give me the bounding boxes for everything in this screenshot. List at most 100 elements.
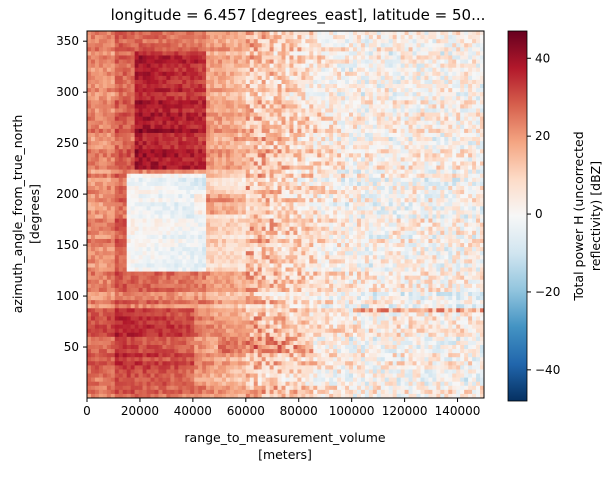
heatmap-cell (480, 206, 485, 211)
heatmap-cell (293, 51, 298, 56)
heatmap-cell (122, 230, 127, 236)
heatmap-cell (237, 230, 243, 236)
heatmap-cell (178, 39, 183, 44)
heatmap-cell (210, 124, 215, 130)
heatmap-cell (428, 39, 433, 44)
heatmap-cell (126, 132, 131, 138)
heatmap-cell (456, 112, 461, 117)
heatmap-cell (257, 63, 262, 68)
heatmap-cell (102, 149, 108, 154)
heatmap-cell (380, 226, 386, 232)
heatmap-cell (166, 43, 171, 48)
heatmap-cell (277, 145, 282, 150)
heatmap-cell (456, 173, 461, 179)
heatmap-cell (285, 104, 290, 109)
heatmap-cell (341, 51, 346, 56)
heatmap-cell (424, 210, 429, 215)
heatmap-cell (440, 35, 445, 40)
heatmap-cell (126, 149, 131, 154)
heatmap-cell (297, 181, 302, 187)
heatmap-cell (146, 55, 151, 60)
heatmap-cell (229, 84, 235, 89)
heatmap-cell (452, 169, 457, 175)
heatmap-cell (372, 35, 378, 40)
heatmap-cell (317, 112, 322, 117)
heatmap-cell (206, 55, 211, 60)
heatmap-cell (118, 124, 124, 130)
heatmap-cell (424, 79, 429, 85)
heatmap-cell (206, 153, 211, 158)
heatmap-cell (404, 96, 409, 101)
heatmap-cell (265, 132, 270, 138)
heatmap-cell (424, 116, 429, 122)
heatmap-cell (404, 39, 409, 44)
heatmap-cell (384, 218, 390, 223)
heatmap-cell (309, 116, 314, 122)
heatmap-cell (198, 169, 203, 175)
heatmap-cell (154, 153, 159, 158)
heatmap-cell (440, 210, 445, 215)
heatmap-cell (166, 112, 171, 117)
heatmap-cell (206, 165, 211, 170)
heatmap-cell (158, 84, 163, 89)
heatmap-cell (98, 47, 104, 52)
heatmap-cell (325, 185, 330, 191)
heatmap-cell (146, 128, 151, 134)
heatmap-cell (214, 169, 219, 175)
heatmap-cell (285, 67, 290, 73)
heatmap-cell (396, 190, 401, 195)
heatmap-cell (146, 177, 151, 183)
heatmap-cell (190, 120, 195, 126)
heatmap-cell (384, 79, 390, 85)
heatmap-cell (118, 202, 124, 207)
heatmap-cell (158, 222, 163, 228)
heatmap-cell (150, 35, 155, 40)
heatmap-cell (174, 35, 179, 40)
heatmap-cell (313, 177, 318, 183)
heatmap-cell (281, 194, 286, 199)
heatmap-cell (297, 185, 302, 191)
heatmap-cell (261, 67, 266, 73)
heatmap-cell (464, 71, 469, 77)
heatmap-cell (301, 96, 306, 101)
heatmap-cell (297, 173, 302, 179)
heatmap-cell (118, 39, 124, 44)
heatmap-cell (130, 177, 135, 183)
heatmap-cell (229, 79, 235, 85)
heatmap-cell (345, 51, 350, 56)
heatmap-cell (468, 124, 473, 130)
heatmap-cell (221, 185, 227, 191)
heatmap-cell (122, 198, 127, 203)
heatmap-cell (376, 100, 382, 105)
heatmap-cell (440, 218, 445, 223)
heatmap-cell (384, 67, 390, 73)
heatmap-cell (352, 222, 358, 228)
heatmap-cell (440, 198, 445, 203)
heatmap-cell (110, 190, 116, 195)
heatmap-cell (313, 157, 318, 162)
heatmap-cell (448, 137, 453, 142)
heatmap-cell (126, 67, 131, 73)
heatmap-cell (440, 96, 445, 101)
heatmap-cell (94, 112, 100, 117)
heatmap-cell (412, 71, 417, 77)
heatmap-cell (214, 112, 219, 117)
heatmap-cell (384, 173, 390, 179)
heatmap-cell (452, 185, 457, 191)
heatmap-cell (194, 161, 199, 166)
heatmap-cell (122, 112, 127, 117)
heatmap-cell (420, 214, 425, 219)
heatmap-cell (245, 124, 251, 130)
heatmap-cell (229, 55, 235, 60)
heatmap-cell (436, 43, 441, 48)
heatmap-cell (225, 181, 231, 187)
heatmap-cell (265, 63, 270, 68)
heatmap-cell (297, 79, 302, 85)
heatmap-cell (372, 84, 378, 89)
heatmap-cell (126, 59, 131, 64)
heatmap-cell (293, 185, 298, 191)
heatmap-cell (416, 96, 421, 101)
heatmap-cell (305, 96, 310, 101)
heatmap-cell (376, 190, 382, 195)
heatmap-cell (408, 79, 413, 85)
